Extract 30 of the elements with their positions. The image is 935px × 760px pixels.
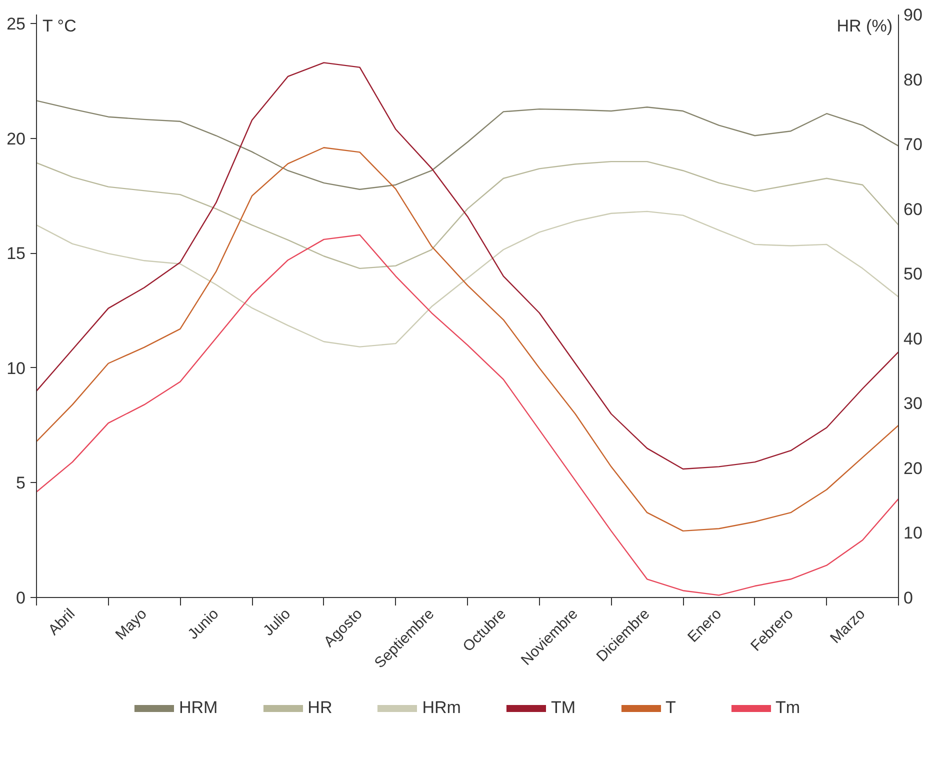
y-tick-label: 20 bbox=[6, 129, 26, 148]
y-tick-label: 5 bbox=[16, 474, 26, 493]
y2-axis-title: HR (%) bbox=[836, 16, 893, 36]
y2-tick-label: 80 bbox=[904, 70, 922, 90]
line-series bbox=[36, 147, 898, 532]
y-axis-title: T °C bbox=[42, 16, 76, 36]
x-tick-label: Julio bbox=[260, 605, 294, 640]
y2-tick-label: 30 bbox=[904, 394, 922, 414]
y2-tick-label: 40 bbox=[904, 329, 922, 348]
line-series bbox=[36, 62, 898, 470]
line-series bbox=[36, 160, 898, 270]
y-tick-label: 10 bbox=[6, 358, 26, 378]
line-series bbox=[36, 210, 898, 348]
y2-tick-label: 0 bbox=[904, 588, 913, 608]
y-tick-label: 15 bbox=[6, 244, 26, 264]
legend-label: HR bbox=[308, 698, 332, 718]
y2-tick-label: 10 bbox=[904, 524, 922, 543]
y2-tick-label: 50 bbox=[904, 264, 922, 284]
y2-tick-label: 20 bbox=[904, 458, 922, 478]
y-tick-label: 25 bbox=[6, 14, 26, 34]
y2-tick-label: 90 bbox=[904, 6, 922, 24]
y-tick-label: 0 bbox=[16, 588, 26, 608]
y2-tick-label: 70 bbox=[904, 135, 922, 154]
y2-tick-label: 60 bbox=[904, 200, 922, 219]
line-series bbox=[36, 100, 898, 190]
legend-label: Tm bbox=[776, 698, 800, 718]
legend-label: T bbox=[666, 698, 677, 718]
legend-label: TM bbox=[550, 698, 576, 718]
legend-label: HRM bbox=[178, 698, 218, 718]
legend-label: HRm bbox=[422, 698, 461, 718]
